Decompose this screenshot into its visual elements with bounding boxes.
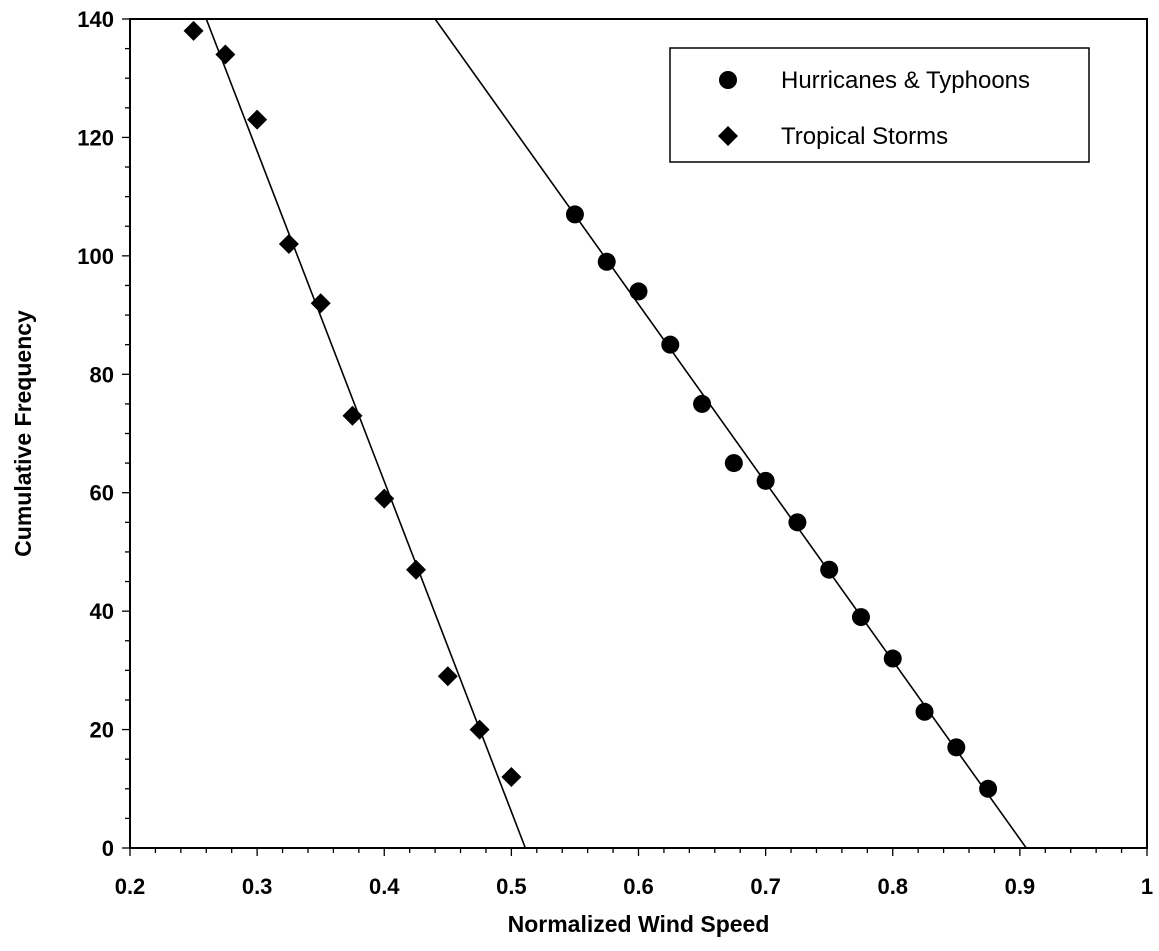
- diamond-marker: [183, 20, 204, 41]
- data-markers: [183, 20, 998, 798]
- circle-marker: [883, 649, 902, 668]
- circle-marker: [979, 779, 998, 798]
- x-tick-label: 0.3: [242, 874, 273, 899]
- x-tick-label: 0.9: [1005, 874, 1036, 899]
- x-tick-label: 0.7: [750, 874, 781, 899]
- y-tick-label: 20: [90, 718, 114, 743]
- circle-marker: [693, 394, 712, 413]
- legend: Hurricanes & Typhoons Tropical Storms: [669, 47, 1090, 163]
- diamond-marker: [406, 559, 427, 580]
- legend-label: Tropical Storms: [781, 123, 948, 150]
- legend-marker-diamond: [718, 126, 738, 146]
- legend-box: [669, 47, 1090, 163]
- diamond-marker: [247, 109, 268, 130]
- fit-line: [205, 19, 527, 848]
- y-tick-label: 60: [90, 481, 114, 506]
- axis-ticks: [122, 18, 1148, 856]
- x-tick-label: 1: [1141, 874, 1153, 899]
- y-tick-label: 120: [77, 125, 114, 150]
- diamond-marker: [278, 234, 299, 255]
- diamond-marker: [501, 766, 522, 787]
- y-tick-label: 80: [90, 362, 114, 387]
- diamond-marker: [374, 488, 395, 509]
- x-tick-label: 0.8: [877, 874, 908, 899]
- circle-marker: [661, 335, 680, 354]
- diamond-marker: [215, 44, 236, 65]
- legend-label: Hurricanes & Typhoons: [781, 67, 1030, 94]
- x-tick-label: 0.5: [496, 874, 527, 899]
- circle-marker: [851, 608, 870, 627]
- x-axis-title: Normalized Wind Speed: [508, 911, 770, 937]
- x-tick-label: 0.6: [623, 874, 654, 899]
- circle-marker: [565, 205, 584, 224]
- x-tick-label: 0.2: [115, 874, 146, 899]
- circle-marker: [788, 513, 807, 532]
- x-tick-label: 0.4: [369, 874, 400, 899]
- diamond-marker: [469, 719, 490, 740]
- circle-marker: [820, 560, 839, 579]
- circle-marker: [915, 702, 934, 721]
- diamond-marker: [342, 405, 363, 426]
- legend-marker-circle: [719, 71, 737, 89]
- y-tick-label: 40: [90, 599, 114, 624]
- circle-marker: [947, 738, 966, 757]
- diamond-marker: [310, 293, 331, 314]
- y-axis-title: Cumulative Frequency: [10, 310, 36, 557]
- y-tick-label: 100: [77, 244, 114, 269]
- y-tick-label: 0: [102, 836, 114, 861]
- diamond-marker: [437, 666, 458, 687]
- circle-marker: [597, 252, 616, 271]
- circle-marker: [629, 282, 648, 301]
- y-tick-label: 140: [77, 7, 114, 32]
- tick-labels: 0.2 0.3 0.4 0.5 0.6 0.7 0.8 0.9 1 0 20 40 60 80 100 120…: [77, 7, 1153, 899]
- circle-marker: [756, 471, 775, 490]
- circle-marker: [724, 454, 743, 473]
